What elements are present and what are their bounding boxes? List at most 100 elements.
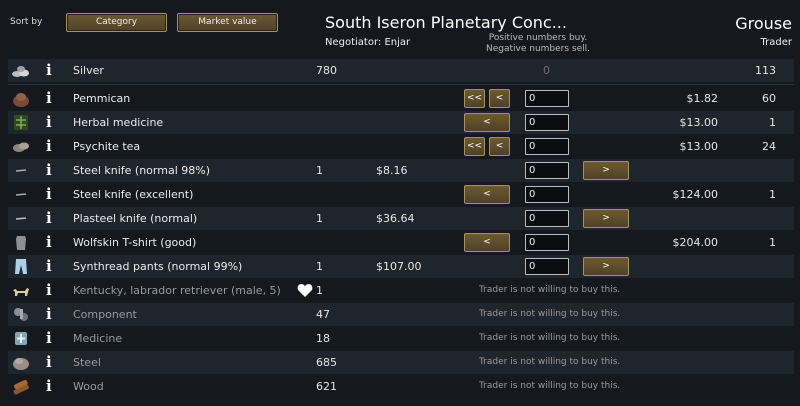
info-icon[interactable]: i	[46, 61, 52, 79]
item-name: Wolfskin T-shirt (good)	[73, 236, 197, 249]
quantity-field[interactable]: 0	[525, 186, 569, 203]
trader-count: 60	[762, 92, 776, 105]
trader-count: 1	[769, 188, 776, 201]
colony-count: 685	[316, 356, 337, 369]
buy-all-button[interactable]: <<	[464, 89, 485, 108]
trader-name: Grouse	[735, 14, 792, 33]
knife-icon	[15, 217, 27, 220]
buy-one-button[interactable]: <	[489, 89, 510, 108]
sort-market-value-button[interactable]: Market value	[177, 13, 278, 32]
buy-one-button[interactable]: <	[464, 113, 510, 132]
wood-icon	[13, 379, 29, 395]
trader-count: 1	[769, 116, 776, 129]
trader-role: Trader	[760, 37, 793, 48]
info-icon[interactable]: i	[46, 185, 52, 203]
trader-count: 113	[755, 64, 776, 77]
quantity-field[interactable]: 0	[525, 234, 569, 251]
item-name: Herbal medicine	[73, 116, 164, 129]
unwilling-note: Trader is not willing to buy this.	[479, 309, 621, 319]
quantity-field[interactable]: 0	[525, 162, 569, 179]
sell-one-button[interactable]: >	[583, 257, 629, 276]
silver-icon	[12, 66, 29, 77]
info-icon[interactable]: i	[46, 209, 52, 227]
knife-icon	[15, 193, 27, 196]
silver-transfer-amount: 0	[543, 64, 550, 77]
trader-price: $124.00	[672, 188, 719, 201]
medicine-icon	[15, 332, 27, 345]
item-name: Plasteel knife (normal)	[73, 212, 198, 225]
unwilling-note: Trader is not willing to buy this.	[479, 285, 621, 295]
item-row-pemmican: i Pemmican << < 0 $1.82 60	[8, 87, 794, 110]
info-icon[interactable]: i	[46, 137, 52, 155]
herbal-medicine-icon	[14, 115, 28, 130]
info-icon[interactable]: i	[46, 233, 52, 251]
silver-row: i Silver 780 0 113	[8, 59, 794, 82]
unwilling-note: Trader is not willing to buy this.	[479, 333, 621, 343]
item-row-wolfskin-tshirt: i Wolfskin T-shirt (good) < 0 $204.00 1	[8, 231, 794, 254]
item-name: Steel	[73, 356, 101, 369]
info-icon[interactable]: i	[46, 161, 52, 179]
item-row-wood: i Wood 621 Trader is not willing to buy …	[8, 375, 794, 398]
item-row-medicine: i Medicine 18 Trader is not willing to b…	[8, 327, 794, 350]
colony-count: 1	[316, 164, 323, 177]
item-row-herbal-medicine: i Herbal medicine < 0 $13.00 1	[8, 111, 794, 134]
sort-by-label: Sort by	[10, 17, 43, 27]
item-row-psychite-tea: i Psychite tea << < 0 $13.00 24	[8, 135, 794, 158]
colony-title: South Iseron Planetary Conc...	[325, 13, 567, 32]
item-row-steel-knife-normal: i Steel knife (normal 98%) 1 $8.16 0 >	[8, 159, 794, 182]
quantity-field[interactable]: 0	[525, 138, 569, 155]
item-name: Kentucky, labrador retriever (male, 5)	[73, 284, 281, 297]
item-row-dog: i Kentucky, labrador retriever (male, 5)…	[8, 279, 794, 302]
item-row-steel-knife-excellent: i Steel knife (excellent) < 0 $124.00 1	[8, 183, 794, 206]
info-icon[interactable]: i	[46, 113, 52, 131]
item-name: Medicine	[73, 332, 123, 345]
buy-one-button[interactable]: <	[489, 137, 510, 156]
sell-one-button[interactable]: >	[583, 209, 629, 228]
colony-count: 1	[316, 284, 323, 297]
trader-price: $1.82	[686, 92, 719, 105]
buy-one-button[interactable]: <	[464, 233, 510, 252]
colony-count: 1	[316, 212, 323, 225]
sort-category-button[interactable]: Category	[66, 13, 167, 32]
colony-count: 1	[316, 260, 323, 273]
colony-count: 47	[316, 308, 330, 321]
quantity-field[interactable]: 0	[525, 210, 569, 227]
trader-price: $13.00	[679, 116, 719, 129]
info-icon[interactable]: i	[46, 305, 52, 323]
info-icon[interactable]: i	[46, 281, 52, 299]
item-row-component: i Component 47 Trader is not willing to …	[8, 303, 794, 326]
pants-icon	[15, 259, 27, 274]
item-row-steel: i Steel 685 Trader is not willing to buy…	[8, 351, 794, 374]
colony-price: $107.00	[376, 260, 422, 273]
dog-icon	[13, 288, 29, 296]
info-icon[interactable]: i	[46, 377, 52, 395]
item-name: Wood	[73, 380, 104, 393]
quantity-field[interactable]: 0	[525, 90, 569, 107]
buy-all-button[interactable]: <<	[464, 137, 485, 156]
colony-price: $8.16	[376, 164, 408, 177]
unwilling-note: Trader is not willing to buy this.	[479, 381, 621, 391]
sell-one-button[interactable]: >	[583, 161, 629, 180]
quantity-field[interactable]: 0	[525, 258, 569, 275]
trader-price: $204.00	[672, 236, 719, 249]
pemmican-icon	[13, 93, 29, 107]
knife-icon	[15, 169, 27, 172]
info-icon[interactable]: i	[46, 89, 52, 107]
item-name: Component	[73, 308, 137, 321]
info-icon[interactable]: i	[46, 257, 52, 275]
divider	[8, 84, 794, 85]
colony-price: $36.64	[376, 212, 415, 225]
item-name: Pemmican	[73, 92, 131, 105]
hint-line-sell: Negative numbers sell.	[485, 44, 590, 54]
info-icon[interactable]: i	[46, 353, 52, 371]
buy-one-button[interactable]: <	[464, 185, 510, 204]
item-name: Psychite tea	[73, 140, 141, 153]
info-icon[interactable]: i	[46, 329, 52, 347]
quantity-field[interactable]: 0	[525, 114, 569, 131]
colony-count: 780	[316, 64, 337, 77]
tshirt-icon	[16, 236, 26, 250]
buy-sell-hint: Positive numbers buy. Negative numbers s…	[482, 33, 594, 55]
unwilling-note: Trader is not willing to buy this.	[479, 357, 621, 367]
component-icon	[14, 308, 28, 321]
item-name: Steel knife (excellent)	[73, 188, 194, 201]
